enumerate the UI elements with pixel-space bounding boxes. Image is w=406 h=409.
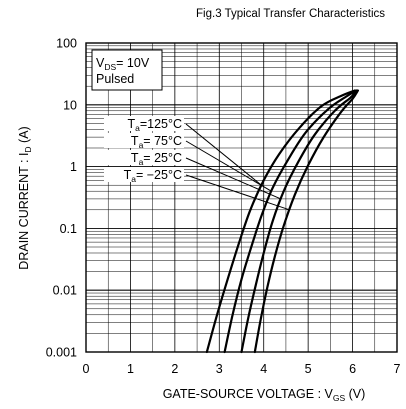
- y-tick-label: 0.001: [46, 346, 77, 360]
- y-tick-labels: 0.001 0.01 0.1 1 10 100: [46, 37, 77, 360]
- series-label: Ta= 75°C: [104, 133, 184, 150]
- condition-vds: VDS= 10V: [96, 56, 150, 72]
- series-leader-line: [185, 140, 272, 192]
- x-tick-label: 6: [349, 362, 356, 376]
- chart-title: Fig.3 Typical Transfer Characteristics: [196, 8, 385, 20]
- y-tick-label: 0.01: [53, 284, 77, 298]
- series-label: Ta= 25°C: [104, 150, 184, 167]
- x-tick-label: 1: [127, 362, 134, 376]
- x-tick-labels: 0 1 2 3 4 5 6 7: [83, 362, 401, 376]
- plot-frame: [85, 42, 398, 353]
- series-leader-line: [185, 157, 282, 200]
- series-curve: [205, 89, 356, 354]
- svg-text:Ta= 25°C: Ta= 25°C: [131, 151, 182, 167]
- y-tick-label: 1: [70, 160, 77, 174]
- series-curve: [253, 89, 359, 354]
- x-tick-label: 3: [216, 362, 223, 376]
- series-leader-line: [185, 174, 290, 211]
- y-tick-label: 100: [56, 37, 77, 51]
- y-tick-label: 0.1: [60, 222, 77, 236]
- y-tick-label: 10: [63, 98, 77, 112]
- y-axis-label: DRAIN CURRENT : ID (A): [17, 126, 33, 269]
- series-label: Ta=125°C: [104, 116, 184, 133]
- series-curve: [223, 89, 358, 354]
- conditions-box: VDS= 10V Pulsed: [91, 49, 163, 91]
- x-tick-label: 7: [394, 362, 401, 376]
- svg-text:Ta= 75°C: Ta= 75°C: [131, 134, 182, 150]
- series-leader-line: [185, 123, 262, 186]
- x-tick-label: 5: [305, 362, 312, 376]
- x-tick-label: 2: [171, 362, 178, 376]
- series-curve: [240, 89, 359, 354]
- svg-text:Ta= −25°C: Ta= −25°C: [124, 168, 182, 184]
- curves: [205, 89, 359, 354]
- label-leader-lines: [185, 123, 290, 211]
- x-axis-label: GATE-SOURCE VOLTAGE : VGS (V): [163, 387, 366, 403]
- condition-pulsed: Pulsed: [96, 72, 134, 86]
- x-tick-label: 4: [260, 362, 267, 376]
- series-labels: Ta=125°CTa= 75°CTa= 25°CTa= −25°C: [104, 116, 184, 184]
- series-label: Ta= −25°C: [104, 167, 184, 184]
- x-tick-label: 0: [83, 362, 90, 376]
- svg-text:Ta=125°C: Ta=125°C: [127, 117, 182, 133]
